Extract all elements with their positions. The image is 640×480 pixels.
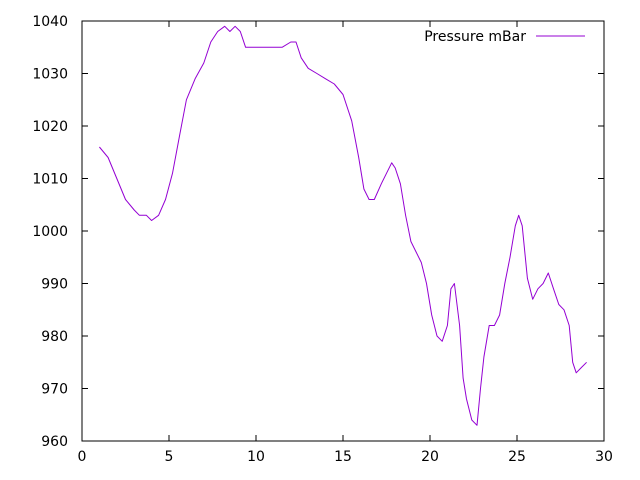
x-tick-label: 25 <box>508 449 526 465</box>
y-tick-label: 980 <box>41 329 68 345</box>
legend: Pressure mBar <box>424 29 585 45</box>
x-tick-label: 20 <box>421 449 439 465</box>
x-tick-label: 0 <box>78 449 87 465</box>
series-line-pressure <box>99 25 587 426</box>
series-layer <box>99 25 587 426</box>
x-tick-label: 15 <box>334 449 352 465</box>
y-tick-label: 990 <box>41 277 68 293</box>
y-tick-label: 1020 <box>32 119 68 135</box>
y-tick-label: 1030 <box>32 67 68 83</box>
x-tick-label: 5 <box>165 449 174 465</box>
x-tick-label: 10 <box>247 449 265 465</box>
x-tick-label: 30 <box>595 449 613 465</box>
y-tick-label: 1040 <box>32 14 68 30</box>
y-tick-label: 970 <box>41 382 68 398</box>
legend-label: Pressure mBar <box>424 29 526 45</box>
x-tick-labels: 0 5 10 15 20 25 30 <box>78 449 613 465</box>
y-tick-label: 1000 <box>32 224 68 240</box>
y-tick-labels: 960 970 980 990 1000 1010 1020 1030 1040 <box>32 14 68 450</box>
y-tick-label: 1010 <box>32 172 68 188</box>
axis-ticks <box>81 20 605 442</box>
plot-frame <box>81 20 605 442</box>
y-tick-label: 960 <box>41 434 68 450</box>
